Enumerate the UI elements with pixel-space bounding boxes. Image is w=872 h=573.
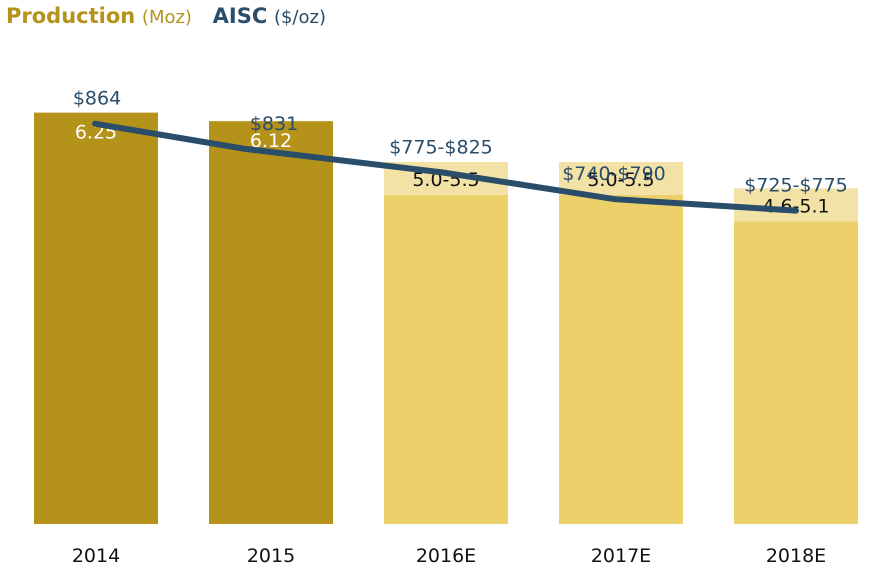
category-labels: 2014 2015 2016E 2017E 2018E [72, 545, 826, 567]
aisc-line [92, 120, 799, 214]
production-value-label-2015: 6.12 [250, 130, 292, 152]
production-bar-2015 [209, 121, 333, 524]
production-range-band-2017E [559, 161, 683, 195]
legend-aisc-unit: ($/oz) [273, 7, 326, 28]
legend-production-label: Production [6, 4, 136, 28]
category-label-2017E: 2017E [591, 545, 651, 567]
production-bars [34, 112, 858, 525]
aisc-value-label-2016E: $775-$825 [389, 137, 493, 159]
production-bar-2014 [34, 112, 158, 525]
production-bar-2016E [384, 194, 508, 525]
legend-aisc-label: AISC [212, 4, 268, 28]
production-bar-2017E [559, 194, 683, 525]
category-label-2016E: 2016E [416, 545, 476, 567]
chart-legend: Production (Moz) AISC ($/oz) [6, 4, 326, 28]
aisc-value-label-2014: $864 [73, 88, 121, 110]
category-label-2015: 2015 [247, 545, 295, 567]
production-bar-2018E [734, 221, 858, 524]
category-label-2014: 2014 [72, 545, 120, 567]
production-range-band-2018E [734, 188, 858, 222]
category-label-2018E: 2018E [766, 545, 826, 567]
aisc-value-label-2018E: $725-$775 [744, 175, 848, 197]
aisc-value-label-2015: $831 [250, 113, 298, 135]
legend-production-unit: (Moz) [141, 7, 192, 28]
aisc-value-label-2017E: $740-$790 [562, 163, 666, 185]
aisc-series: $864 $831 $775-$825 $740-$790 $725-$775 [73, 88, 848, 214]
production-value-label-2017E: 5.0-5.5 [587, 169, 654, 191]
